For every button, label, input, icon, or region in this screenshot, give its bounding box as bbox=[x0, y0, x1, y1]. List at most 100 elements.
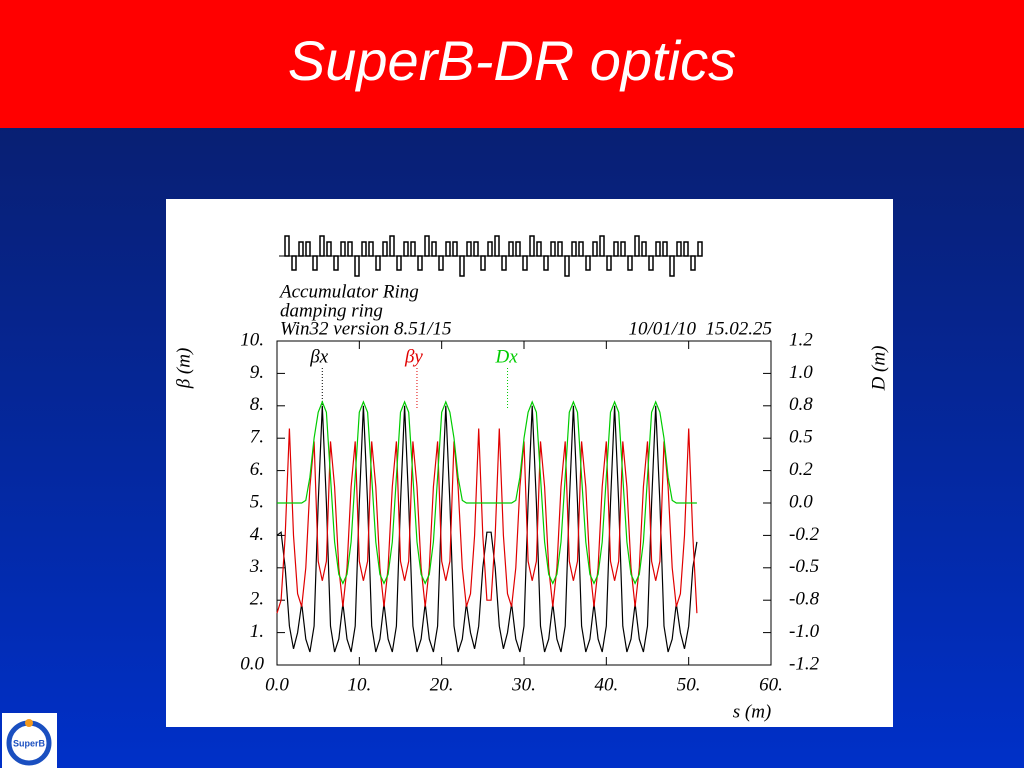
lattice-element bbox=[620, 241, 626, 257]
lattice-element bbox=[298, 241, 304, 257]
lattice-element bbox=[592, 241, 598, 257]
lattice-element bbox=[438, 255, 444, 271]
y2-tick-label: -0.2 bbox=[789, 524, 820, 545]
lattice-element bbox=[368, 241, 374, 257]
lattice-element bbox=[550, 241, 556, 257]
y2-axis-label: D (m) bbox=[868, 346, 889, 392]
lattice-element bbox=[627, 255, 633, 271]
y-tick-label: 1. bbox=[250, 621, 264, 642]
lattice-element bbox=[473, 241, 479, 257]
lattice-element bbox=[410, 241, 416, 257]
lattice-element bbox=[690, 255, 696, 271]
x-tick-label: 20. bbox=[430, 674, 454, 695]
y-tick-label: 8. bbox=[250, 394, 264, 415]
lattice-element bbox=[599, 235, 605, 257]
annotation: damping ring bbox=[280, 300, 383, 321]
lattice-element bbox=[662, 241, 668, 257]
lattice-element bbox=[697, 241, 703, 257]
lattice-element bbox=[424, 235, 430, 257]
lattice-element bbox=[515, 241, 521, 257]
lattice-element bbox=[284, 235, 290, 257]
lattice-element bbox=[613, 241, 619, 257]
lattice-element bbox=[634, 235, 640, 257]
logo-graphic: SuperB bbox=[6, 719, 52, 766]
lattice-element bbox=[487, 241, 493, 257]
y2-tick-label: 0.5 bbox=[789, 427, 813, 448]
lattice-element bbox=[501, 255, 507, 271]
x-tick-label: 0.0 bbox=[265, 674, 289, 695]
y-tick-label: 2. bbox=[250, 589, 264, 610]
lattice-element bbox=[382, 241, 388, 257]
series-line bbox=[276, 405, 698, 653]
lattice-element bbox=[291, 255, 297, 271]
x-tick-label: 10. bbox=[347, 674, 371, 695]
lattice-element bbox=[543, 255, 549, 271]
lattice-element bbox=[536, 241, 542, 257]
logo: SuperB bbox=[2, 713, 57, 768]
y-tick-label: 4. bbox=[250, 524, 264, 545]
y-tick-label: 6. bbox=[250, 459, 264, 480]
y-tick-label: 3. bbox=[249, 556, 264, 577]
lattice-element bbox=[361, 241, 367, 257]
lattice-schematic bbox=[279, 235, 703, 277]
lattice-element bbox=[347, 241, 353, 257]
lattice-element bbox=[571, 241, 577, 257]
legend-label: βy bbox=[404, 346, 423, 367]
legend-label: Dx bbox=[495, 346, 519, 367]
lattice-element bbox=[669, 255, 675, 277]
lattice-element bbox=[585, 255, 591, 271]
lattice-element bbox=[557, 241, 563, 257]
lattice-element bbox=[606, 255, 612, 271]
header: SuperB-DR optics bbox=[0, 0, 1024, 128]
x-tick-label: 50. bbox=[677, 674, 701, 695]
y-tick-label: 5. bbox=[250, 491, 264, 512]
lattice-element bbox=[494, 235, 500, 257]
lattice-element bbox=[641, 241, 647, 257]
lattice-element bbox=[578, 241, 584, 257]
y2-tick-label: -1.2 bbox=[789, 653, 820, 674]
y-tick-label: 10. bbox=[240, 329, 264, 350]
lattice-element bbox=[529, 235, 535, 257]
series-line bbox=[276, 428, 698, 614]
annotation: Win32 version 8.51/15 bbox=[280, 318, 452, 339]
series-line bbox=[277, 400, 697, 585]
lattice-element bbox=[333, 255, 339, 271]
lattice-element bbox=[676, 241, 682, 257]
y2-tick-label: -0.5 bbox=[789, 556, 819, 577]
x-axis-label: s (m) bbox=[733, 701, 772, 722]
lattice-element bbox=[340, 241, 346, 257]
lattice-element bbox=[305, 241, 311, 257]
y-tick-label: 7. bbox=[250, 427, 264, 448]
lattice-element bbox=[326, 241, 332, 257]
y-tick-label: 0.0 bbox=[240, 653, 264, 674]
y-axis-label: β (m) bbox=[173, 348, 194, 390]
y2-tick-label: 1.0 bbox=[789, 362, 813, 383]
annotation: Accumulator Ring bbox=[278, 281, 419, 302]
x-tick-label: 30. bbox=[511, 674, 536, 695]
lattice-element bbox=[480, 255, 486, 271]
lattice-element bbox=[508, 241, 514, 257]
lattice-element bbox=[452, 241, 458, 257]
lattice-element bbox=[431, 241, 437, 257]
x-tick-label: 40. bbox=[594, 674, 618, 695]
lattice-element bbox=[389, 235, 395, 257]
y2-tick-label: -0.8 bbox=[789, 589, 820, 610]
y2-tick-label: 0.2 bbox=[789, 459, 813, 480]
lattice-element bbox=[396, 255, 402, 271]
lattice-element bbox=[564, 255, 570, 277]
y-tick-label: 9. bbox=[250, 362, 264, 383]
lattice-element bbox=[648, 255, 654, 271]
lattice-element bbox=[319, 235, 325, 257]
lattice-element bbox=[445, 241, 451, 257]
lattice-element bbox=[683, 241, 689, 257]
logo-text: SuperB bbox=[13, 738, 46, 748]
logo-dot bbox=[25, 719, 33, 727]
slide-title: SuperB-DR optics bbox=[287, 29, 737, 92]
lattice-element bbox=[522, 255, 528, 271]
x-tick-label: 60. bbox=[759, 674, 783, 695]
y2-tick-label: -1.0 bbox=[789, 621, 820, 642]
legend-label: βx bbox=[309, 346, 328, 367]
lattice-element bbox=[312, 255, 318, 271]
